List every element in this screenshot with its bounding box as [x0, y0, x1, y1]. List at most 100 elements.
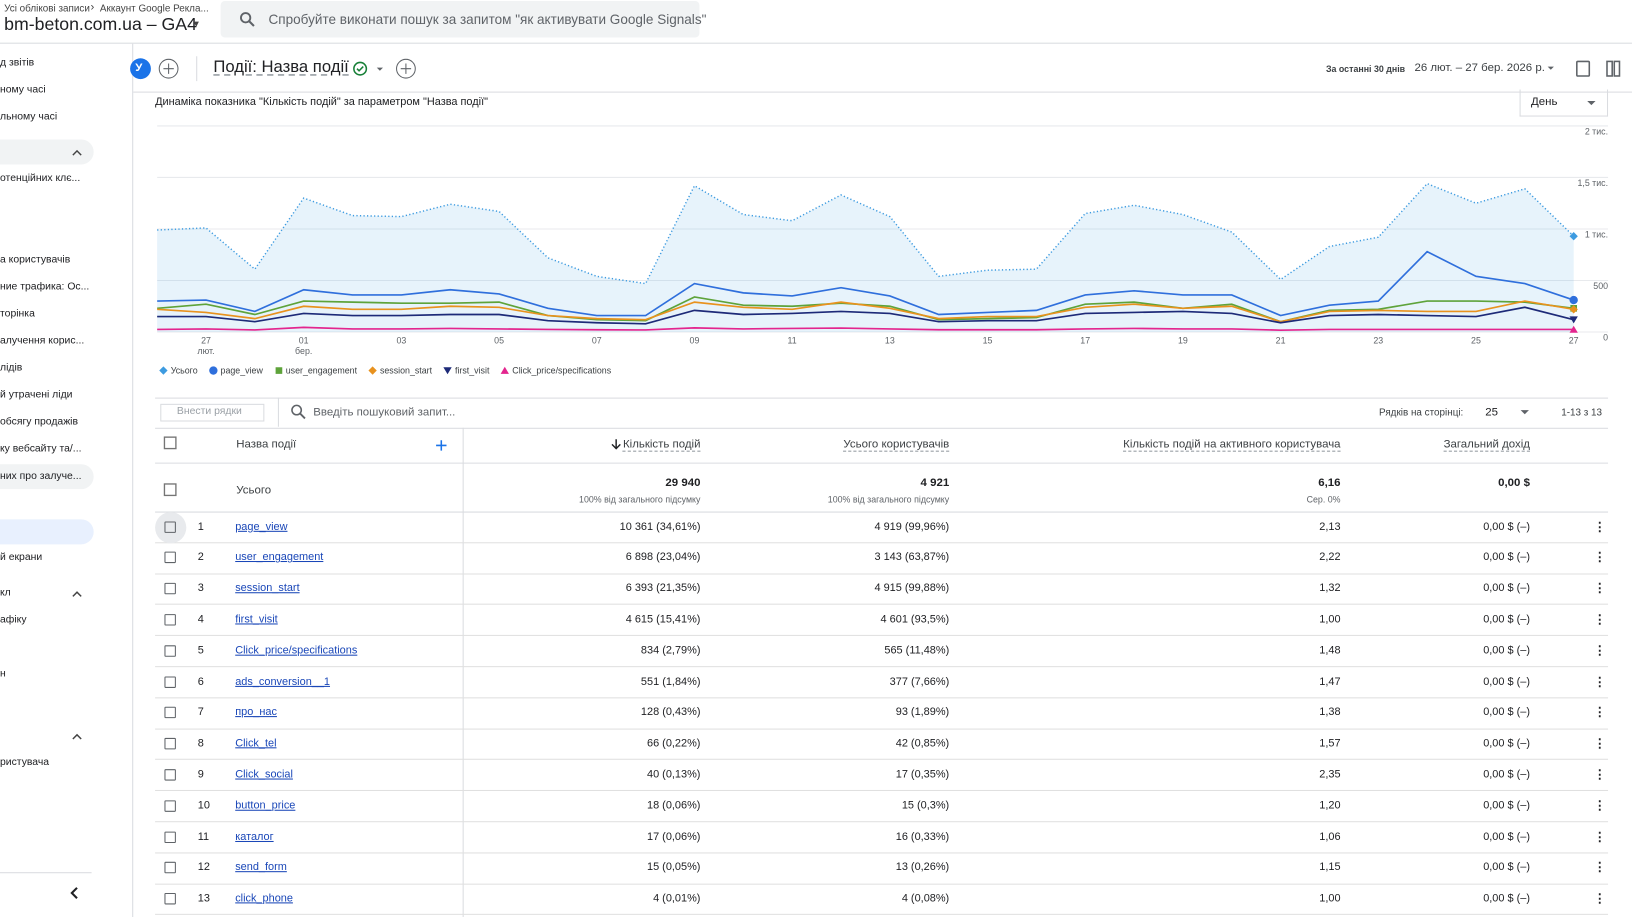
sidebar-item[interactable]: ние трафика: Ос... — [0, 281, 90, 293]
event-name[interactable]: user_engagement — [235, 550, 324, 564]
property-name[interactable]: bm-beton.com.ua – GA4 — [4, 14, 197, 35]
row-menu[interactable]: ⋮ — [1593, 518, 1606, 534]
row-menu[interactable]: ⋮ — [1593, 704, 1606, 720]
row-index: 10 — [197, 799, 210, 812]
row-menu[interactable]: ⋮ — [1593, 797, 1606, 813]
row-menu[interactable]: ⋮ — [1593, 828, 1606, 844]
breadcrumb[interactable]: Аккаунт Google Рекла... — [99, 3, 209, 15]
sidebar-item[interactable]: алучення корис... — [0, 335, 85, 347]
event-name[interactable]: button_price — [235, 799, 296, 812]
add-rows-box[interactable] — [160, 403, 265, 422]
event-name[interactable]: page_view — [235, 519, 288, 533]
event-name[interactable]: Click_tel — [235, 736, 277, 750]
row-menu[interactable]: ⋮ — [1593, 673, 1606, 689]
table-search[interactable]: Введіть пошуковий запит... — [313, 405, 456, 419]
sidebar-item[interactable]: отенційних клє... — [0, 172, 81, 185]
row-index: 13 — [197, 892, 210, 905]
sidebar-item[interactable]: льному часі — [0, 111, 58, 123]
sidebar-item[interactable]: а користувачів — [0, 253, 71, 266]
legend-label[interactable]: page_view — [220, 365, 263, 376]
row-menu[interactable]: ⋮ — [1593, 611, 1606, 627]
event-name[interactable]: session_start — [235, 581, 300, 595]
checkbox[interactable] — [164, 675, 176, 688]
column-header[interactable]: Кількість подій — [623, 438, 701, 451]
row-menu[interactable]: ⋮ — [1593, 891, 1606, 906]
legend-label[interactable]: first_visit — [454, 365, 490, 376]
row[interactable] — [155, 636, 1609, 668]
row[interactable] — [155, 729, 1609, 761]
row-menu[interactable]: ⋮ — [1593, 735, 1606, 751]
checkbox[interactable] — [164, 738, 176, 750]
report-title[interactable]: Події: Назва події — [213, 58, 349, 76]
row[interactable] — [155, 512, 1609, 544]
sidebar-item[interactable]: й екрани — [0, 551, 43, 564]
event-name[interactable]: click_phone — [235, 892, 293, 905]
event-name[interactable]: Click_price/specifications — [235, 643, 358, 657]
event-name[interactable]: first_visit — [235, 612, 278, 626]
add-rows[interactable]: Внести рядки — [176, 405, 242, 418]
row[interactable] — [155, 822, 1609, 854]
column-header[interactable]: Усього користувачів — [843, 438, 950, 451]
sidebar-item[interactable]: афіку — [0, 614, 27, 626]
row[interactable] — [155, 698, 1609, 730]
sidebar-item[interactable]: обсягу продажів — [0, 416, 79, 428]
row-menu[interactable]: ⋮ — [1593, 860, 1606, 875]
checkbox[interactable] — [164, 800, 176, 812]
sidebar-item[interactable]: ку вебсайту та/... — [0, 443, 82, 455]
event-name[interactable]: каталог — [235, 830, 274, 843]
sidebar-item[interactable]: д звітів — [0, 57, 35, 69]
event-name[interactable]: про_нас — [235, 705, 277, 719]
row[interactable] — [155, 791, 1609, 823]
granularity-select[interactable] — [1519, 89, 1609, 117]
row-menu[interactable]: ⋮ — [1593, 642, 1606, 658]
row[interactable] — [155, 605, 1609, 637]
y-tick-label: 2 тис. — [1585, 126, 1608, 136]
checkbox[interactable] — [164, 862, 176, 874]
checkbox[interactable] — [164, 582, 176, 595]
sidebar-item[interactable]: н — [0, 668, 6, 680]
sidebar-selected[interactable] — [0, 519, 94, 545]
legend-label[interactable]: session_start — [379, 365, 433, 376]
sidebar-item[interactable]: ному часі — [0, 84, 46, 96]
event-name[interactable]: Click_social — [235, 767, 293, 781]
checkbox[interactable] — [164, 893, 176, 905]
x-tick-label: 27 — [1568, 335, 1579, 346]
row-menu[interactable]: ⋮ — [1593, 580, 1606, 596]
legend-marker-shape — [500, 366, 510, 374]
event-name[interactable]: ads_conversion__1 — [235, 674, 331, 688]
row-menu[interactable]: ⋮ — [1593, 549, 1606, 565]
cell: 0,00 $ (–) — [1483, 643, 1530, 657]
search-box[interactable] — [220, 1, 700, 38]
checkbox[interactable] — [164, 769, 176, 781]
sidebar-item[interactable]: них про залуче... — [0, 470, 82, 482]
breadcrumb[interactable]: Усі облікові записи — [4, 3, 90, 15]
sidebar-item[interactable]: ристувача — [0, 756, 50, 769]
checkbox[interactable] — [164, 520, 176, 533]
row[interactable] — [155, 884, 1609, 916]
rows-per-page[interactable]: 25 — [1485, 405, 1498, 419]
row[interactable] — [155, 574, 1609, 606]
checkbox[interactable] — [164, 551, 176, 564]
row[interactable] — [155, 543, 1609, 575]
date-range[interactable]: 26 лют. – 27 бер. 2026 р. — [1414, 61, 1545, 74]
checkbox[interactable] — [164, 644, 176, 657]
checkbox[interactable] — [164, 613, 176, 626]
row[interactable] — [155, 667, 1609, 699]
total-note: 100% від загального підсумку — [827, 494, 950, 505]
checkbox[interactable] — [164, 831, 176, 843]
event-name[interactable]: send_form — [235, 861, 287, 874]
legend-label[interactable]: user_engagement — [285, 365, 358, 376]
column-header[interactable]: Загальний дохід — [1443, 438, 1530, 451]
legend-label[interactable]: Усього — [170, 365, 198, 376]
sidebar-item[interactable]: кл — [0, 587, 11, 599]
sidebar-item[interactable]: й утрачені ліди — [0, 389, 73, 401]
sidebar-item[interactable]: лідів — [0, 362, 23, 374]
row[interactable] — [155, 760, 1609, 792]
checkbox[interactable] — [164, 707, 176, 719]
legend-label[interactable]: Click_price/specifications — [512, 365, 612, 376]
sidebar-item[interactable]: торінка — [0, 308, 35, 320]
row-menu[interactable]: ⋮ — [1593, 766, 1606, 782]
granularity[interactable]: День — [1531, 95, 1558, 109]
row[interactable] — [155, 853, 1609, 885]
column-header[interactable]: Кількість подій на активного користувача — [1123, 438, 1341, 451]
